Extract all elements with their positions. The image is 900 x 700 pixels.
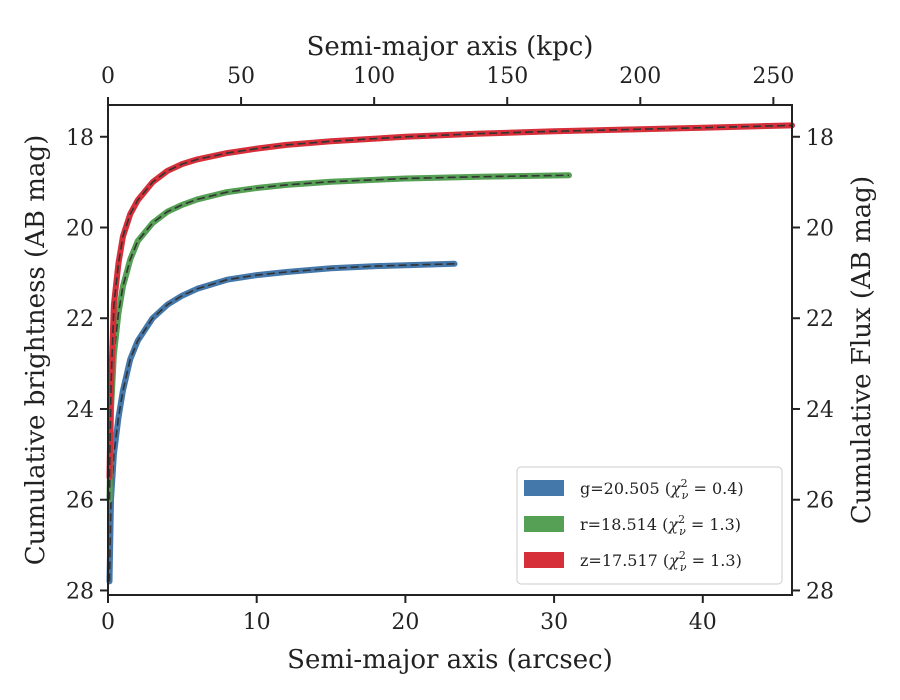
x-tick-label: 10 [243,610,271,635]
series-1-model-line [108,174,570,500]
legend-label-0: g=20.505 (χ2 ν = 0.4) [580,477,744,502]
axes: 0 10 20 30 40 0 50 100 150 200 250 18 18 20 20 22 22 24 24… [66,64,834,635]
legend-label-2: z=17.517 (χ2 ν = 1.3) [580,549,742,574]
y2-tick-label: 22 [806,307,834,332]
x-tick-label: 40 [689,610,717,635]
x2-tick-label: 0 [101,64,115,89]
y2-tick-label: 28 [806,579,834,604]
y2-tick-label: 26 [806,489,834,514]
series-0-model-line [108,263,455,582]
legend-swatch-2 [524,552,564,568]
series-2-model-line [108,124,793,478]
y-tick-label: 26 [66,489,94,514]
y2-tick-label: 24 [806,398,834,423]
legend-swatch-0 [524,480,564,496]
x-axis-title: Semi-major axis (arcsec) [287,645,613,675]
y-tick-label: 20 [66,217,94,242]
x-tick-label: 0 [101,610,115,635]
legend: g=20.505 (χ2 ν = 0.4) r=18.514 (χ2 ν = 1.3)… [516,466,783,585]
x2-tick-label: 150 [486,64,528,89]
x2-tick-label: 100 [353,64,395,89]
plot-frame [107,104,793,596]
x-tick-label: 30 [540,610,568,635]
y2-tick-label: 18 [806,126,834,151]
legend-swatch-1 [524,516,564,532]
x-tick-label: 20 [391,610,419,635]
series-1-band [106,172,572,503]
x2-axis-title: Semi-major axis (kpc) [307,32,594,62]
y-tick-label: 24 [66,398,94,423]
plot-area [106,122,795,585]
x2-tick-label: 50 [227,64,255,89]
y-tick-label: 22 [66,307,94,332]
y-tick-label: 18 [66,126,94,151]
series-0-band [106,260,458,585]
y-axis-title: Cumulative brightness (AB mag) [21,135,51,566]
legend-label-1: r=18.514 (χ2 ν = 1.3) [580,513,741,538]
y2-tick-label: 20 [806,217,834,242]
x2-tick-label: 250 [752,64,794,89]
y2-axis-title: Cumulative Flux (AB mag) [847,176,877,524]
y-tick-label: 28 [66,579,94,604]
legend-box [516,466,783,585]
x2-tick-label: 200 [619,64,661,89]
